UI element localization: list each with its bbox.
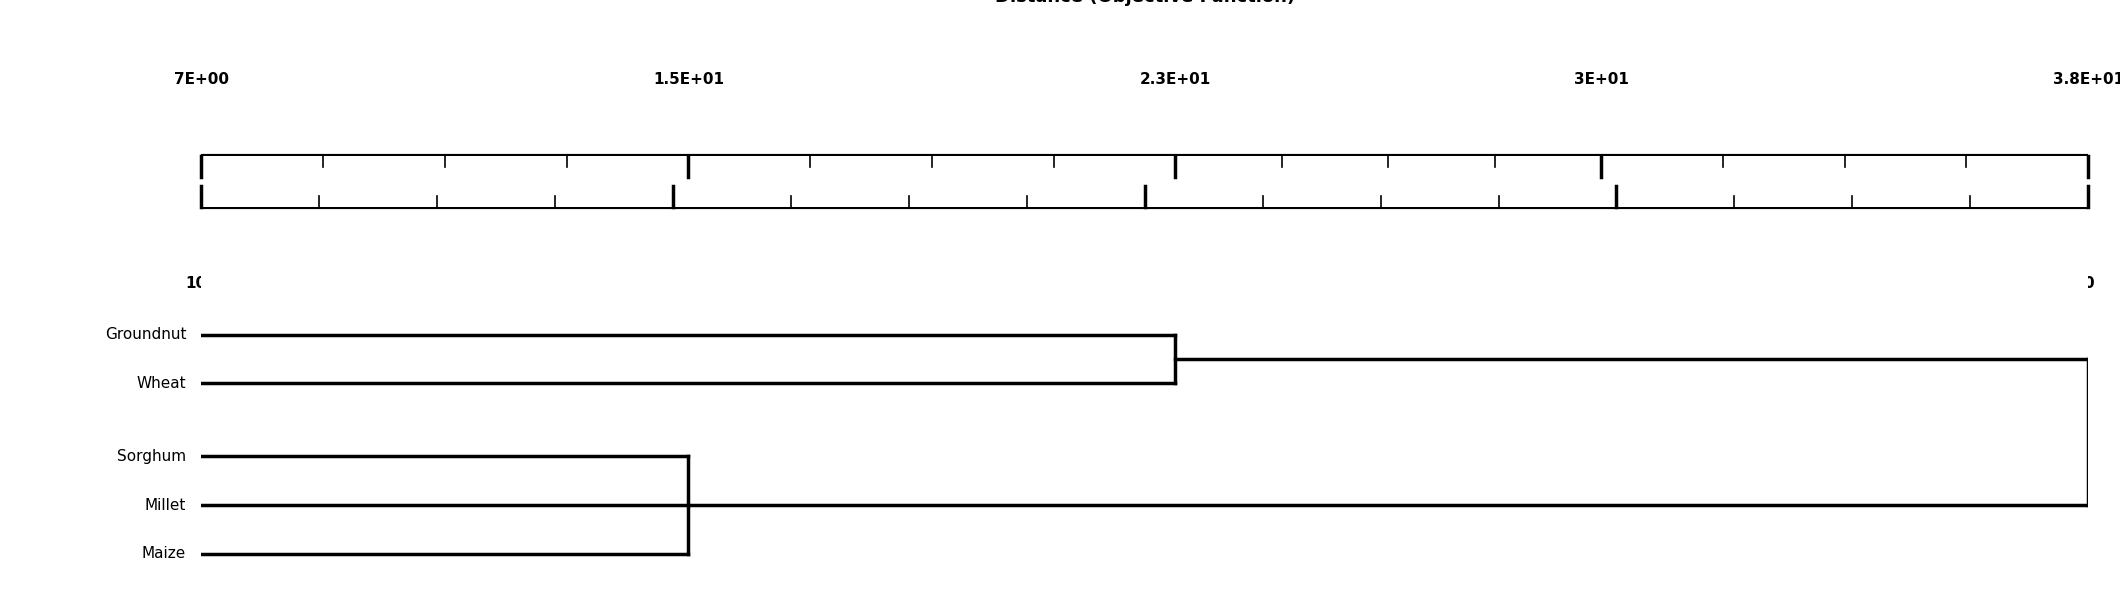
Text: 7E+00: 7E+00 xyxy=(174,72,229,87)
Text: 3.8E+01: 3.8E+01 xyxy=(2052,72,2120,87)
Text: 2.3E+01: 2.3E+01 xyxy=(1141,72,1211,87)
Text: 0: 0 xyxy=(2082,276,2095,291)
Text: 3E+01: 3E+01 xyxy=(1573,72,1628,87)
Text: Information Remaining (%): Information Remaining (%) xyxy=(1009,357,1280,375)
Text: 25: 25 xyxy=(1605,276,1628,291)
Text: 75: 75 xyxy=(661,276,685,291)
Text: 1.5E+01: 1.5E+01 xyxy=(653,72,723,87)
Text: Wheat: Wheat xyxy=(136,376,187,391)
Text: 50: 50 xyxy=(1134,276,1155,291)
Text: Millet: Millet xyxy=(144,497,187,512)
Text: Sorghum: Sorghum xyxy=(117,449,187,464)
Text: Distance (Objective Function): Distance (Objective Function) xyxy=(994,0,1295,6)
Text: Groundnut: Groundnut xyxy=(104,327,187,342)
Text: 100: 100 xyxy=(187,276,216,291)
Text: Maize: Maize xyxy=(142,547,187,562)
